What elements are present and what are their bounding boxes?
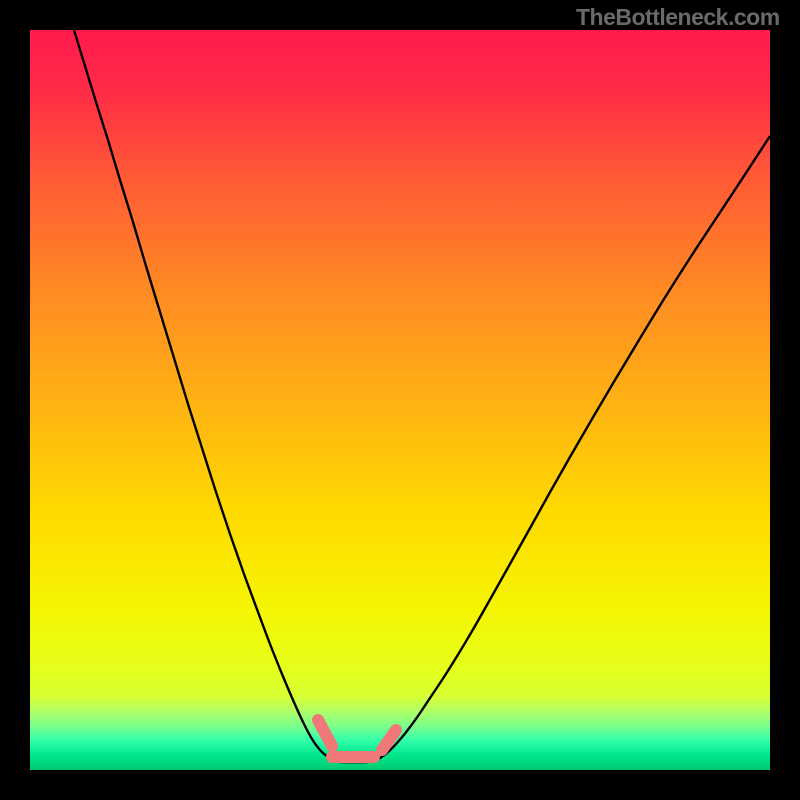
chart-container: TheBottleneck.com bbox=[0, 0, 800, 800]
bottleneck-chart bbox=[30, 30, 770, 770]
gradient-background bbox=[30, 30, 770, 770]
watermark-text: TheBottleneck.com bbox=[576, 4, 780, 31]
